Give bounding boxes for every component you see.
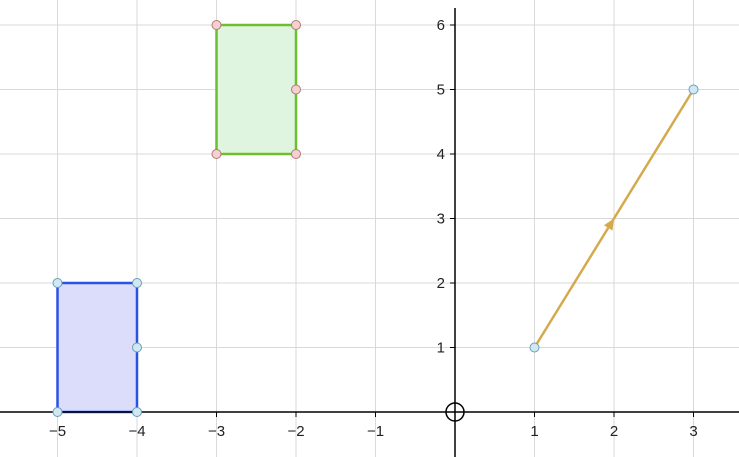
y-tick-label: 6: [437, 17, 445, 34]
x-tick-label: −5: [49, 423, 66, 440]
y-tick-label: 3: [437, 211, 445, 228]
vector-endpoint[interactable]: [688, 84, 699, 95]
vector-arrowhead: [603, 218, 614, 231]
x-tick-label: 2: [610, 423, 618, 440]
x-tick-label: 1: [530, 423, 538, 440]
y-tick-label: 4: [437, 146, 445, 163]
green-rectangle-point[interactable]: [211, 149, 222, 159]
green-rectangle-point[interactable]: [291, 149, 301, 159]
green-rectangle-point[interactable]: [291, 20, 301, 30]
blue-rectangle-point[interactable]: [132, 278, 142, 288]
vector: [533, 88, 695, 349]
y-tick-label: 2: [437, 275, 445, 292]
blue-rectangle-point[interactable]: [132, 407, 142, 417]
blue-rectangle-point[interactable]: [52, 278, 63, 288]
green-rectangle[interactable]: [215, 23, 298, 156]
vector-endpoint[interactable]: [529, 342, 540, 353]
x-tick-label: −3: [208, 423, 225, 440]
y-tick-label: 1: [437, 340, 445, 357]
origin-marker[interactable]: [445, 402, 465, 422]
shapes: [56, 23, 298, 414]
x-tick-label: −4: [128, 423, 145, 440]
green-rectangle-point[interactable]: [211, 20, 222, 30]
blue-rectangle[interactable]: [56, 281, 139, 414]
x-tick-label: −2: [287, 423, 304, 440]
blue-rectangle-point[interactable]: [132, 342, 142, 353]
x-tick-label: 3: [689, 423, 697, 440]
blue-rectangle-point[interactable]: [52, 407, 63, 417]
y-tick-label: 5: [437, 82, 445, 99]
x-tick-label: −1: [367, 423, 384, 440]
green-rectangle-point[interactable]: [291, 84, 301, 95]
tick-labels: −5 −4 −3 −2 −1 1 2 3 1 2 3 4 5 6: [49, 17, 698, 440]
points: [52, 20, 699, 417]
